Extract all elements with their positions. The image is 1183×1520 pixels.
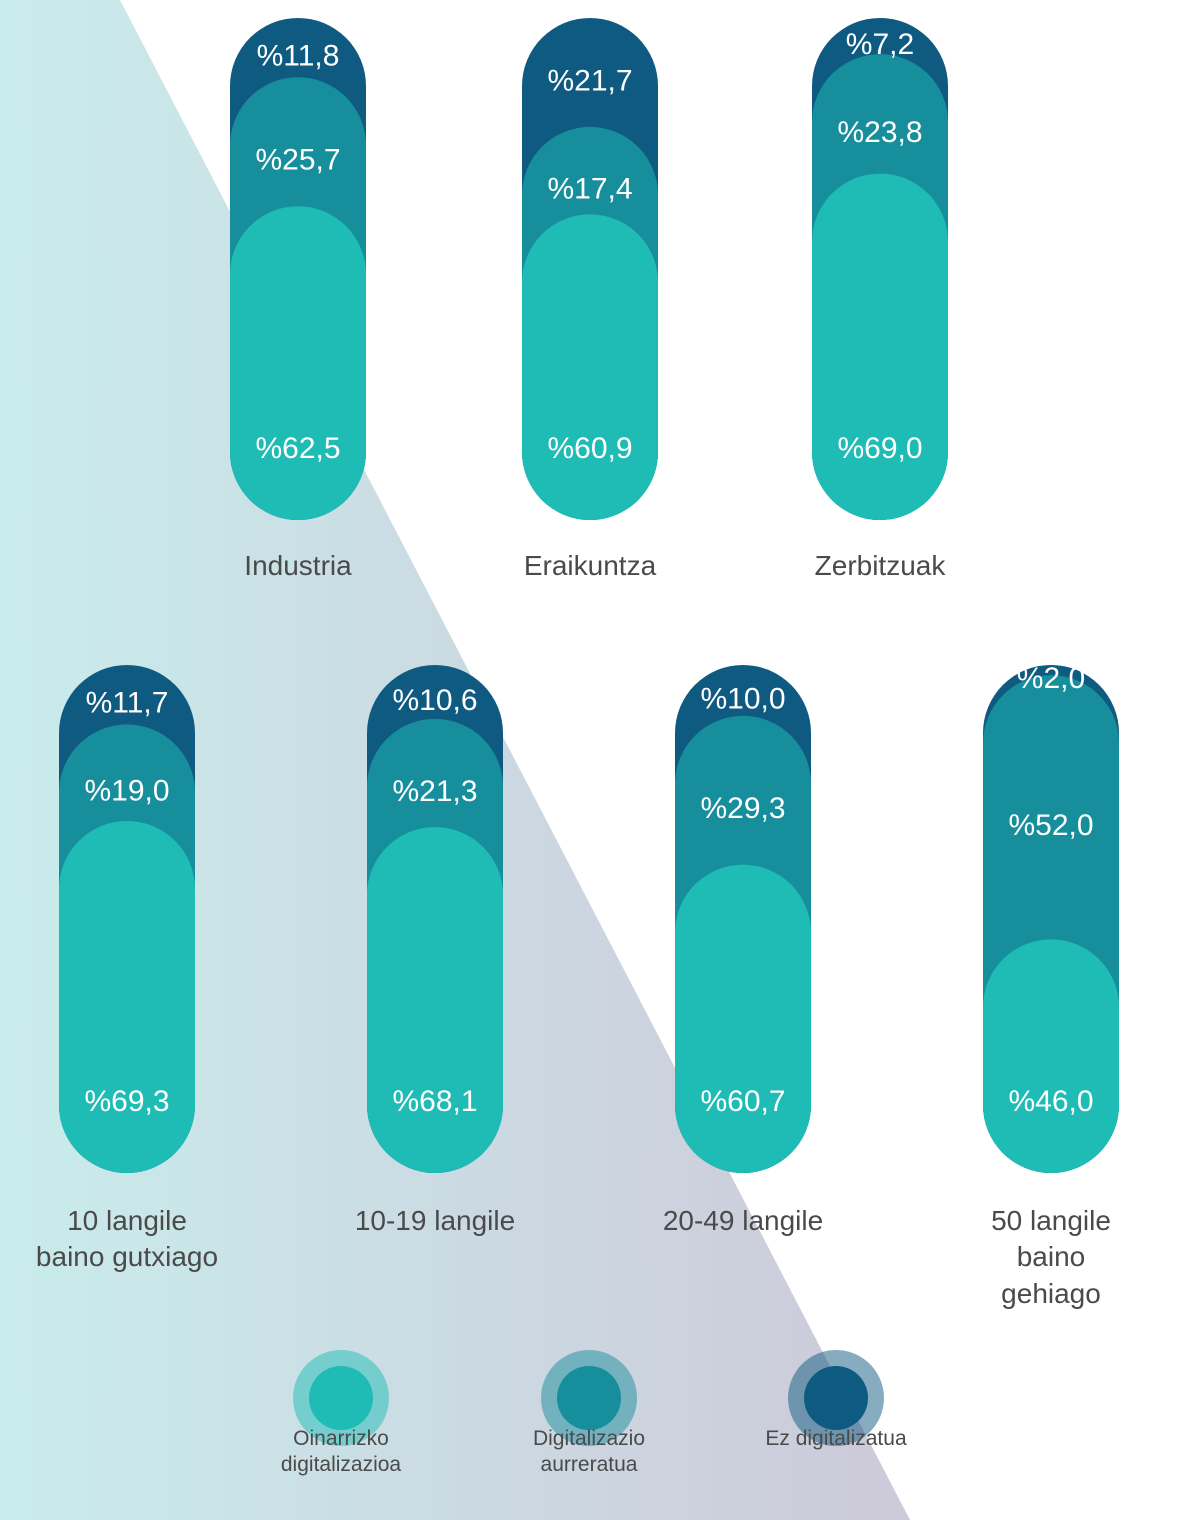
legend-swatch [557,1366,621,1430]
value-label: %21,7 [547,64,632,97]
category-label: 50 langile baino gehiago [991,1205,1111,1309]
bar-segment [983,939,1119,1173]
bar-segment [675,864,811,1173]
value-label: %10,6 [392,684,477,717]
legend-label: Ez digitalizatua [765,1427,907,1450]
value-label: %23,8 [837,116,922,149]
legend-label: Oinarrizko digitalizazioa [280,1427,402,1477]
value-label: %68,1 [392,1085,477,1118]
bar-segment [812,173,948,520]
value-label: %10,0 [700,682,785,715]
value-label: %7,2 [846,28,914,61]
legend-swatch [804,1366,868,1430]
bar-segment [367,827,503,1173]
category-label: 10 langile baino gutxiago [35,1205,219,1273]
bar-segment [230,206,366,520]
value-label: %29,3 [700,792,785,825]
value-label: %17,4 [547,173,632,206]
category-label: Eraikuntza [523,550,657,581]
category-label: 20-49 langile [662,1205,824,1236]
category-label: Zerbitzuak [814,550,946,581]
value-label: %60,7 [700,1085,785,1118]
value-label: %46,0 [1008,1085,1093,1118]
bar-segment [59,820,195,1173]
value-label: %69,3 [84,1085,169,1118]
value-label: %25,7 [255,144,340,177]
value-label: %21,3 [392,775,477,808]
value-label: %52,0 [1008,809,1093,842]
value-label: %62,5 [255,432,340,465]
bar-segment [522,214,658,521]
value-label: %19,0 [84,775,169,808]
value-label: %60,9 [547,432,632,465]
value-label: %2,0 [1017,662,1085,695]
value-label: %11,7 [86,687,169,720]
category-label: Industria [244,550,352,581]
legend-label: Digitalizazio aurreratua [532,1427,646,1477]
category-label: 10-19 langile [354,1205,516,1236]
value-label: %11,8 [257,40,340,73]
legend-swatch [309,1366,373,1430]
value-label: %69,0 [837,432,922,465]
